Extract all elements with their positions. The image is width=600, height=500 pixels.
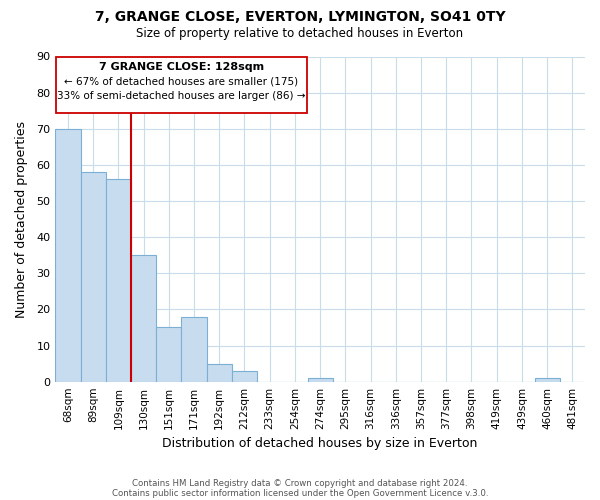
Text: Size of property relative to detached houses in Everton: Size of property relative to detached ho… <box>136 28 464 40</box>
Bar <box>156 328 181 382</box>
Bar <box>56 56 307 112</box>
Text: 7, GRANGE CLOSE, EVERTON, LYMINGTON, SO41 0TY: 7, GRANGE CLOSE, EVERTON, LYMINGTON, SO4… <box>95 10 505 24</box>
Bar <box>232 371 257 382</box>
Bar <box>535 378 560 382</box>
Y-axis label: Number of detached properties: Number of detached properties <box>15 120 28 318</box>
Bar <box>80 172 106 382</box>
Bar <box>181 316 206 382</box>
Text: Contains public sector information licensed under the Open Government Licence v.: Contains public sector information licen… <box>112 488 488 498</box>
Bar <box>106 180 131 382</box>
Bar <box>308 378 333 382</box>
X-axis label: Distribution of detached houses by size in Everton: Distribution of detached houses by size … <box>163 437 478 450</box>
Bar <box>206 364 232 382</box>
Text: 7 GRANGE CLOSE: 128sqm: 7 GRANGE CLOSE: 128sqm <box>99 62 264 72</box>
Bar <box>131 255 156 382</box>
Text: Contains HM Land Registry data © Crown copyright and database right 2024.: Contains HM Land Registry data © Crown c… <box>132 478 468 488</box>
Text: ← 67% of detached houses are smaller (175): ← 67% of detached houses are smaller (17… <box>64 76 298 86</box>
Bar <box>55 129 80 382</box>
Text: 33% of semi-detached houses are larger (86) →: 33% of semi-detached houses are larger (… <box>57 91 305 101</box>
